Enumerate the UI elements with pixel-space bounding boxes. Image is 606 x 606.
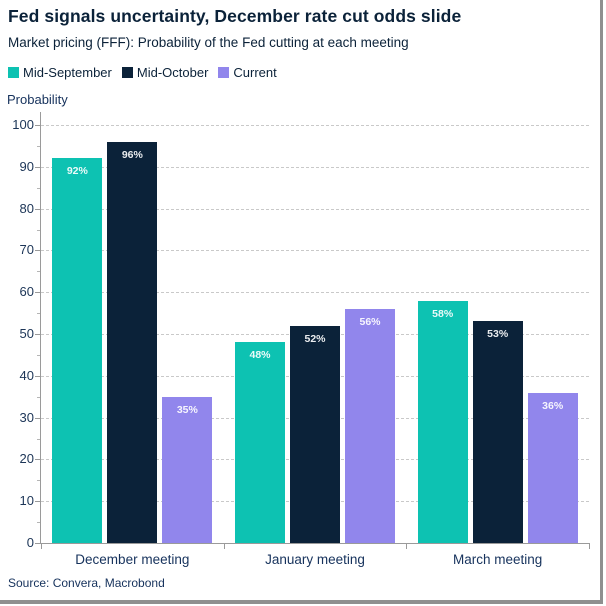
- bar-value-label: 56%: [359, 315, 381, 328]
- bar: 92%: [52, 158, 103, 543]
- bar-value-label: 58%: [432, 307, 454, 320]
- bar-value-label: 52%: [304, 332, 326, 345]
- y-axis-tick: [35, 250, 41, 252]
- legend-item-2: Current: [218, 65, 277, 80]
- bar-value-label: 48%: [249, 349, 271, 362]
- bar: 36%: [527, 392, 578, 543]
- bar-value-label: 92%: [66, 165, 88, 178]
- bar: 35%: [162, 396, 213, 543]
- y-axis-tick: [35, 208, 41, 210]
- bar-value-label: 96%: [121, 148, 143, 161]
- y-axis-tick-label: 70: [19, 242, 34, 258]
- y-axis-tick-label: 30: [19, 409, 34, 425]
- window-border-bottom: [0, 600, 603, 604]
- x-axis-line: [40, 543, 590, 544]
- chart-subtitle: Market pricing (FFF): Probability of the…: [8, 35, 409, 50]
- y-axis-tick: [35, 459, 41, 461]
- gridline: [41, 125, 589, 126]
- legend-item-1: Mid-October: [121, 65, 209, 80]
- y-axis-minor-tick: [37, 438, 41, 440]
- legend: Mid-September Mid-October Current: [8, 65, 277, 80]
- y-axis-tick-label: 20: [19, 451, 34, 467]
- bar: 48%: [235, 342, 285, 543]
- bar-value-label: 53%: [487, 328, 509, 341]
- source-note: Source: Convera, Macrobond: [8, 576, 165, 590]
- legend-swatch-icon: [8, 67, 19, 78]
- x-axis-tick: [41, 544, 42, 549]
- chart-title: Fed signals uncertainty, December rate c…: [8, 6, 462, 26]
- y-axis-tick-label: 90: [19, 158, 34, 174]
- x-axis-category-label: December meeting: [75, 552, 190, 567]
- x-axis-tick: [406, 544, 408, 549]
- legend-label: Mid-September: [23, 65, 112, 80]
- window-border-right: [600, 0, 603, 604]
- y-axis-tick: [35, 125, 41, 126]
- y-axis-tick-label: 100: [12, 117, 34, 132]
- y-axis-tick: [35, 166, 41, 168]
- legend-swatch-icon: [121, 67, 133, 78]
- x-axis-category-label: January meeting: [265, 552, 365, 567]
- y-axis-tick: [35, 334, 41, 335]
- y-axis-minor-tick: [37, 396, 41, 398]
- x-axis-category-label: March meeting: [453, 552, 543, 567]
- bar: 53%: [472, 321, 523, 543]
- y-axis-tick-label: 50: [19, 326, 34, 341]
- y-axis-minor-tick: [37, 145, 41, 147]
- bar-value-label: 36%: [542, 399, 564, 412]
- y-axis-tick-label: 60: [19, 284, 34, 300]
- bar-value-label: 35%: [176, 403, 198, 416]
- y-axis-minor-tick: [37, 187, 41, 189]
- bar: 58%: [417, 300, 468, 543]
- y-axis-line: [40, 112, 41, 543]
- gridline: [41, 292, 589, 294]
- y-axis-tick: [35, 543, 41, 544]
- bar: 52%: [290, 325, 340, 543]
- bar: 96%: [107, 141, 158, 543]
- gridline: [41, 250, 589, 252]
- y-axis-tick: [35, 501, 41, 503]
- legend-label: Mid-October: [136, 65, 209, 80]
- y-axis-minor-tick: [37, 229, 41, 231]
- y-axis-title: Probability: [7, 92, 68, 107]
- x-axis-tick: [589, 544, 590, 549]
- y-axis-minor-tick: [37, 354, 41, 356]
- legend-swatch-icon: [218, 67, 230, 78]
- x-axis-tick: [223, 544, 225, 549]
- legend-item-0: Mid-September: [8, 65, 112, 80]
- y-axis-minor-tick: [37, 522, 41, 524]
- y-axis-tick: [35, 375, 41, 377]
- y-axis-minor-tick: [37, 480, 41, 482]
- bar: 56%: [345, 308, 395, 543]
- gridline: [41, 208, 589, 210]
- y-axis-tick-label: 80: [19, 200, 34, 216]
- gridline: [41, 166, 589, 168]
- legend-label: Current: [233, 65, 277, 80]
- y-axis-tick-label: 0: [26, 535, 34, 550]
- y-axis-minor-tick: [37, 313, 41, 315]
- y-axis-tick-label: 40: [19, 367, 34, 383]
- y-axis-tick-label: 10: [19, 493, 34, 509]
- y-axis-tick: [35, 292, 41, 294]
- y-axis-tick: [35, 417, 41, 419]
- y-axis-minor-tick: [37, 271, 41, 273]
